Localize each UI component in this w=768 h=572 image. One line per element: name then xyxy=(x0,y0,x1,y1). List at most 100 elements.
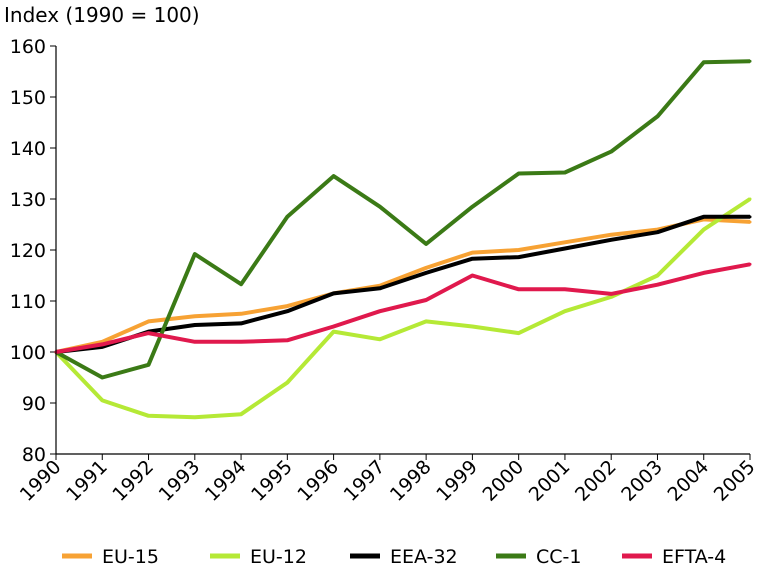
data-point xyxy=(332,291,336,295)
data-point xyxy=(702,60,706,64)
data-point xyxy=(609,238,613,242)
x-tick-label: 2005 xyxy=(710,456,760,506)
data-point xyxy=(239,321,243,325)
data-point xyxy=(470,274,474,277)
series-cc-1 xyxy=(54,59,752,380)
data-point xyxy=(332,325,336,328)
data-point xyxy=(332,330,336,334)
legend-item-eu-12: EU-12 xyxy=(210,546,307,568)
series-eu-12 xyxy=(54,197,752,420)
data-point xyxy=(424,271,428,275)
x-tick-label: 2003 xyxy=(617,456,667,506)
x-axis-ticks: 1990199119921993199419951996199719981999… xyxy=(16,454,760,506)
data-point xyxy=(702,228,706,232)
y-tick-label: 100 xyxy=(10,342,46,364)
y-tick-label: 160 xyxy=(10,36,46,58)
data-point xyxy=(378,337,382,341)
legend-label: EEA-32 xyxy=(390,546,458,568)
data-point xyxy=(193,252,197,256)
data-point xyxy=(193,323,197,327)
axes xyxy=(55,46,750,455)
data-point xyxy=(193,415,197,419)
data-point xyxy=(100,376,104,379)
data-point xyxy=(563,309,567,313)
x-tick-label: 1997 xyxy=(340,456,390,506)
data-point xyxy=(517,248,521,252)
data-point xyxy=(332,174,336,178)
x-tick-label: 1999 xyxy=(432,456,482,506)
data-point xyxy=(748,220,752,224)
series-eea-32 xyxy=(54,214,752,354)
legend: EU-15 EU-12 EEA-32 CC-1 EFTA-4 xyxy=(62,546,726,568)
data-point xyxy=(239,412,243,416)
data-point xyxy=(285,309,289,313)
data-point xyxy=(193,314,197,318)
data-point xyxy=(100,342,104,346)
x-tick-label: 1991 xyxy=(62,456,112,506)
legend-label: EU-15 xyxy=(102,546,159,568)
x-tick-label: 2001 xyxy=(525,456,575,506)
data-point xyxy=(424,242,428,246)
x-tick-label: 1996 xyxy=(293,456,343,506)
data-point xyxy=(609,150,613,154)
data-point xyxy=(748,59,752,63)
series-line xyxy=(55,214,750,354)
data-point xyxy=(239,312,243,316)
legend-label: EFTA-4 xyxy=(662,546,726,568)
data-point xyxy=(563,287,567,291)
y-tick-label: 80 xyxy=(22,444,46,466)
data-point xyxy=(470,257,474,261)
data-point xyxy=(517,255,521,259)
legend-label: EU-12 xyxy=(250,546,307,568)
data-point xyxy=(239,282,243,286)
data-point xyxy=(748,197,752,201)
data-point xyxy=(655,274,659,277)
data-point xyxy=(609,295,613,299)
data-point xyxy=(147,319,151,323)
data-point xyxy=(193,340,197,344)
y-tick-label: 110 xyxy=(10,291,46,313)
y-tick-label: 90 xyxy=(22,393,46,415)
x-tick-label: 2004 xyxy=(664,456,714,506)
data-point xyxy=(147,363,151,367)
data-point xyxy=(702,271,706,275)
series-lines xyxy=(54,59,752,420)
data-point xyxy=(378,205,382,209)
data-point xyxy=(424,298,428,302)
data-point xyxy=(563,240,567,244)
y-tick-label: 150 xyxy=(10,87,46,109)
x-tick-label: 1992 xyxy=(108,456,158,506)
series-efta-4 xyxy=(54,262,752,354)
data-point xyxy=(702,215,706,219)
data-point xyxy=(285,381,289,385)
data-point xyxy=(424,319,428,323)
legend-item-cc-1: CC-1 xyxy=(496,546,581,568)
data-point xyxy=(470,205,474,209)
data-point xyxy=(517,172,521,175)
x-tick-label: 1995 xyxy=(247,456,297,506)
data-point xyxy=(517,287,521,291)
data-point xyxy=(147,414,151,418)
data-point xyxy=(100,398,104,402)
x-tick-label: 1993 xyxy=(155,456,205,506)
data-point xyxy=(655,114,659,118)
data-point xyxy=(285,304,289,308)
data-point xyxy=(285,215,289,219)
data-point xyxy=(655,230,659,234)
data-point xyxy=(609,292,613,296)
data-point xyxy=(517,331,521,335)
series-line xyxy=(55,217,751,354)
y-tick-label: 120 xyxy=(10,240,46,262)
legend-item-efta-4: EFTA-4 xyxy=(622,546,726,568)
series-line xyxy=(55,59,751,380)
data-point xyxy=(378,309,382,313)
y-tick-label: 140 xyxy=(10,138,46,160)
data-point xyxy=(378,286,382,290)
data-point xyxy=(470,325,474,328)
x-tick-label: 2000 xyxy=(478,456,528,506)
series-line xyxy=(54,197,752,420)
data-point xyxy=(655,283,659,287)
chart-title: Index (1990 = 100) xyxy=(4,3,200,27)
data-point xyxy=(285,338,289,342)
data-point xyxy=(563,246,567,250)
